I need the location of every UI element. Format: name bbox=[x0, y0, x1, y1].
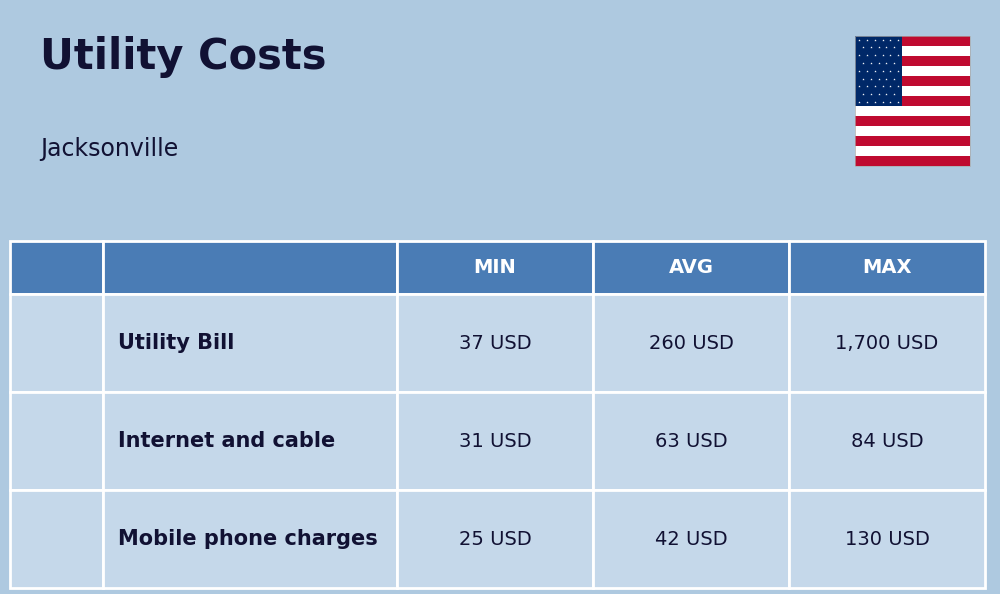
Text: Mobile phone charges: Mobile phone charges bbox=[118, 529, 378, 549]
Bar bbox=[789, 392, 985, 490]
Bar bbox=[10, 490, 103, 588]
Bar bbox=[397, 295, 593, 392]
Text: 1,700 USD: 1,700 USD bbox=[835, 334, 939, 353]
Bar bbox=[103, 295, 397, 392]
Text: MIN: MIN bbox=[474, 258, 516, 277]
Text: Jacksonville: Jacksonville bbox=[40, 137, 178, 160]
Bar bbox=[855, 116, 970, 126]
Bar bbox=[10, 392, 103, 490]
Bar bbox=[103, 490, 397, 588]
Bar bbox=[855, 156, 970, 166]
Bar bbox=[855, 136, 970, 146]
Bar bbox=[397, 241, 593, 295]
Text: Utility Costs: Utility Costs bbox=[40, 36, 326, 78]
Bar bbox=[789, 295, 985, 392]
Bar bbox=[789, 241, 985, 295]
Bar bbox=[593, 241, 789, 295]
Text: 84 USD: 84 USD bbox=[851, 432, 923, 451]
Text: 260 USD: 260 USD bbox=[649, 334, 734, 353]
Text: 25 USD: 25 USD bbox=[459, 530, 531, 549]
Bar bbox=[855, 76, 970, 86]
Text: MAX: MAX bbox=[862, 258, 912, 277]
Bar bbox=[593, 392, 789, 490]
Text: 130 USD: 130 USD bbox=[845, 530, 930, 549]
Text: AVG: AVG bbox=[669, 258, 714, 277]
Bar bbox=[855, 36, 970, 46]
Bar bbox=[855, 56, 970, 66]
Bar bbox=[10, 241, 103, 295]
Bar bbox=[10, 295, 103, 392]
Bar bbox=[397, 490, 593, 588]
Text: Utility Bill: Utility Bill bbox=[118, 333, 234, 353]
Bar bbox=[855, 36, 970, 166]
Bar bbox=[855, 106, 970, 116]
Text: Internet and cable: Internet and cable bbox=[118, 431, 335, 451]
Text: 63 USD: 63 USD bbox=[655, 432, 727, 451]
Bar bbox=[855, 86, 970, 96]
Bar bbox=[855, 96, 970, 106]
Bar bbox=[855, 146, 970, 156]
Bar bbox=[593, 490, 789, 588]
Text: 31 USD: 31 USD bbox=[459, 432, 531, 451]
Text: 42 USD: 42 USD bbox=[655, 530, 727, 549]
Bar bbox=[397, 392, 593, 490]
Bar bbox=[855, 66, 970, 76]
Bar bbox=[103, 241, 397, 295]
Bar bbox=[855, 46, 970, 56]
Bar bbox=[103, 392, 397, 490]
Bar bbox=[593, 295, 789, 392]
Text: 37 USD: 37 USD bbox=[459, 334, 531, 353]
Bar bbox=[855, 126, 970, 136]
Bar bbox=[789, 490, 985, 588]
Bar bbox=[855, 36, 902, 106]
